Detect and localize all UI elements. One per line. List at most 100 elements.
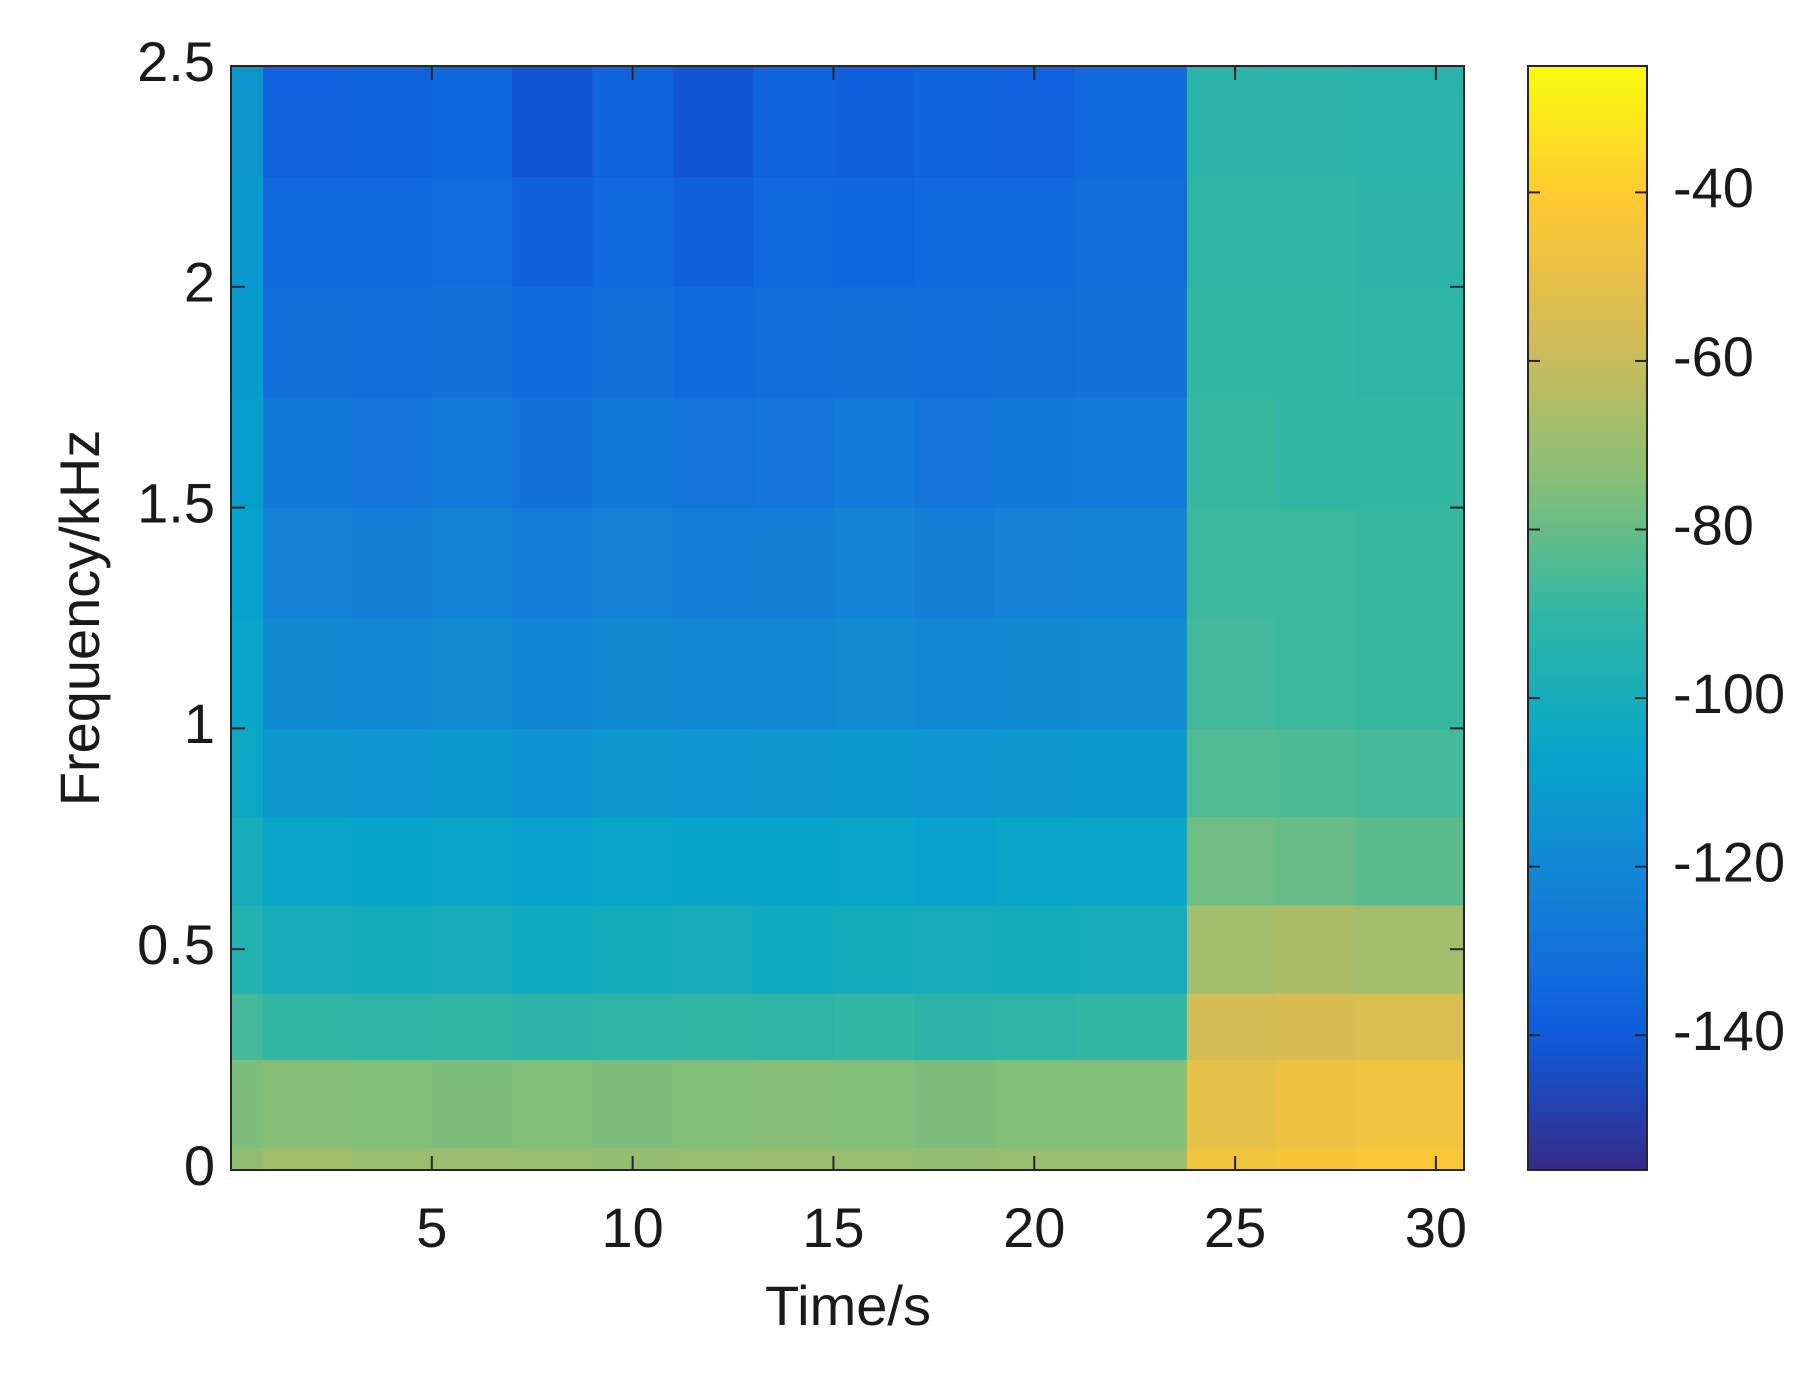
heatmap-cell [512, 176, 593, 288]
colorbar-tick-label: -80 [1673, 493, 1754, 556]
heatmap-cell [753, 66, 834, 177]
heatmap-cell [1355, 993, 1465, 1061]
heatmap-cell [913, 1059, 995, 1149]
heatmap-cell [994, 176, 1075, 288]
heatmap-cell [753, 728, 834, 818]
heatmap-cell [231, 618, 264, 729]
heatmap-cell [1355, 905, 1465, 994]
heatmap-cell [1074, 66, 1188, 177]
heatmap-cell [431, 286, 513, 398]
heatmap-cell [833, 66, 915, 177]
heatmap-cell [833, 816, 915, 906]
heatmap-cell [1275, 507, 1357, 619]
heatmap-cell [431, 1059, 513, 1149]
heatmap-cell [994, 728, 1075, 818]
heatmap-cell [833, 905, 915, 994]
heatmap-cell [913, 66, 995, 177]
heatmap-cell [231, 507, 264, 619]
heatmap-cell [592, 507, 674, 619]
heatmap-cell [672, 176, 754, 288]
heatmap-cell [833, 993, 915, 1061]
heatmap-cell [263, 1147, 352, 1171]
heatmap-cell [351, 286, 433, 398]
heatmap-cell [672, 728, 754, 818]
x-tick-label: 20 [1003, 1196, 1065, 1259]
heatmap-cell [913, 507, 995, 619]
heatmap-cell [1186, 728, 1276, 818]
heatmap-cell [1275, 66, 1357, 177]
heatmap-cell [351, 176, 433, 288]
heatmap-cell [1275, 728, 1357, 818]
heatmap-cell [351, 1059, 433, 1149]
heatmap-cell [1074, 1059, 1188, 1149]
heatmap-cell [1355, 1147, 1465, 1171]
colorbar-tick-label: -100 [1673, 662, 1785, 725]
heatmap-cell [1275, 993, 1357, 1061]
heatmap-cell [592, 728, 674, 818]
heatmap-cell [672, 1147, 754, 1171]
heatmap-cell [1355, 728, 1465, 818]
heatmap-cell [753, 507, 834, 619]
heatmap-cell [512, 66, 593, 177]
heatmap-cell [1355, 1059, 1465, 1149]
heatmap-cell [1074, 905, 1188, 994]
heatmap-cell [1355, 618, 1465, 729]
heatmap-cell [1355, 66, 1465, 177]
heatmap-cell [1074, 286, 1188, 398]
heatmap-cell [753, 1059, 834, 1149]
heatmap-cell [263, 1059, 352, 1149]
heatmap-cell [672, 905, 754, 994]
heatmap-cell [351, 397, 433, 509]
colorbar-tick-label: -40 [1673, 156, 1754, 219]
heatmap-cell [592, 66, 674, 177]
colorbar [1527, 65, 1648, 1171]
x-axis-label: Time/s [765, 1274, 931, 1337]
heatmap-cell [753, 1147, 834, 1171]
heatmap-cell [913, 728, 995, 818]
heatmap-cell [512, 618, 593, 729]
heatmap-cell [263, 993, 352, 1061]
heatmap-cell [231, 397, 264, 509]
heatmap-cell [1186, 66, 1276, 177]
heatmap-cell [994, 66, 1075, 177]
heatmap-cell [1074, 993, 1188, 1061]
colorbar-tick-label: -140 [1673, 999, 1785, 1062]
heatmap-cell [833, 1059, 915, 1149]
heatmap-cell [263, 66, 352, 177]
heatmap-cell [1186, 176, 1276, 288]
heatmap-cell [1074, 176, 1188, 288]
heatmap-cell [672, 286, 754, 398]
heatmap-cell [994, 1059, 1075, 1149]
heatmap-cell [1186, 1147, 1276, 1171]
heatmap-cell [512, 286, 593, 398]
heatmap-cell [512, 507, 593, 619]
heatmap-cell [263, 905, 352, 994]
heatmap-cell [231, 728, 264, 818]
heatmap-cell [753, 176, 834, 288]
heatmap-cell [512, 1147, 593, 1171]
heatmap-cell [672, 66, 754, 177]
x-tick-label: 15 [802, 1196, 864, 1259]
y-axis-label: Frequency/kHz [48, 430, 111, 807]
heatmap-cell [592, 1059, 674, 1149]
heatmap-cell [1186, 816, 1276, 906]
heatmap-cell [351, 66, 433, 177]
heatmap-cell [431, 816, 513, 906]
heatmap-cell [1074, 816, 1188, 906]
heatmap-cell [672, 816, 754, 906]
heatmap-cell [1275, 618, 1357, 729]
heatmap-cell [431, 618, 513, 729]
heatmap-cell [263, 618, 352, 729]
heatmap-cell [753, 618, 834, 729]
heatmap-cell [1186, 618, 1276, 729]
heatmap-cell [351, 1147, 433, 1171]
heatmap-cell [913, 905, 995, 994]
heatmap-cell [913, 993, 995, 1061]
heatmap-cell [913, 176, 995, 288]
heatmap-cell [1186, 1059, 1276, 1149]
heatmap-cell [1074, 1147, 1188, 1171]
heatmap-cell [1074, 397, 1188, 509]
heatmap-cell [231, 1147, 264, 1171]
heatmap-cell [1186, 993, 1276, 1061]
x-tick-label: 5 [416, 1196, 447, 1259]
